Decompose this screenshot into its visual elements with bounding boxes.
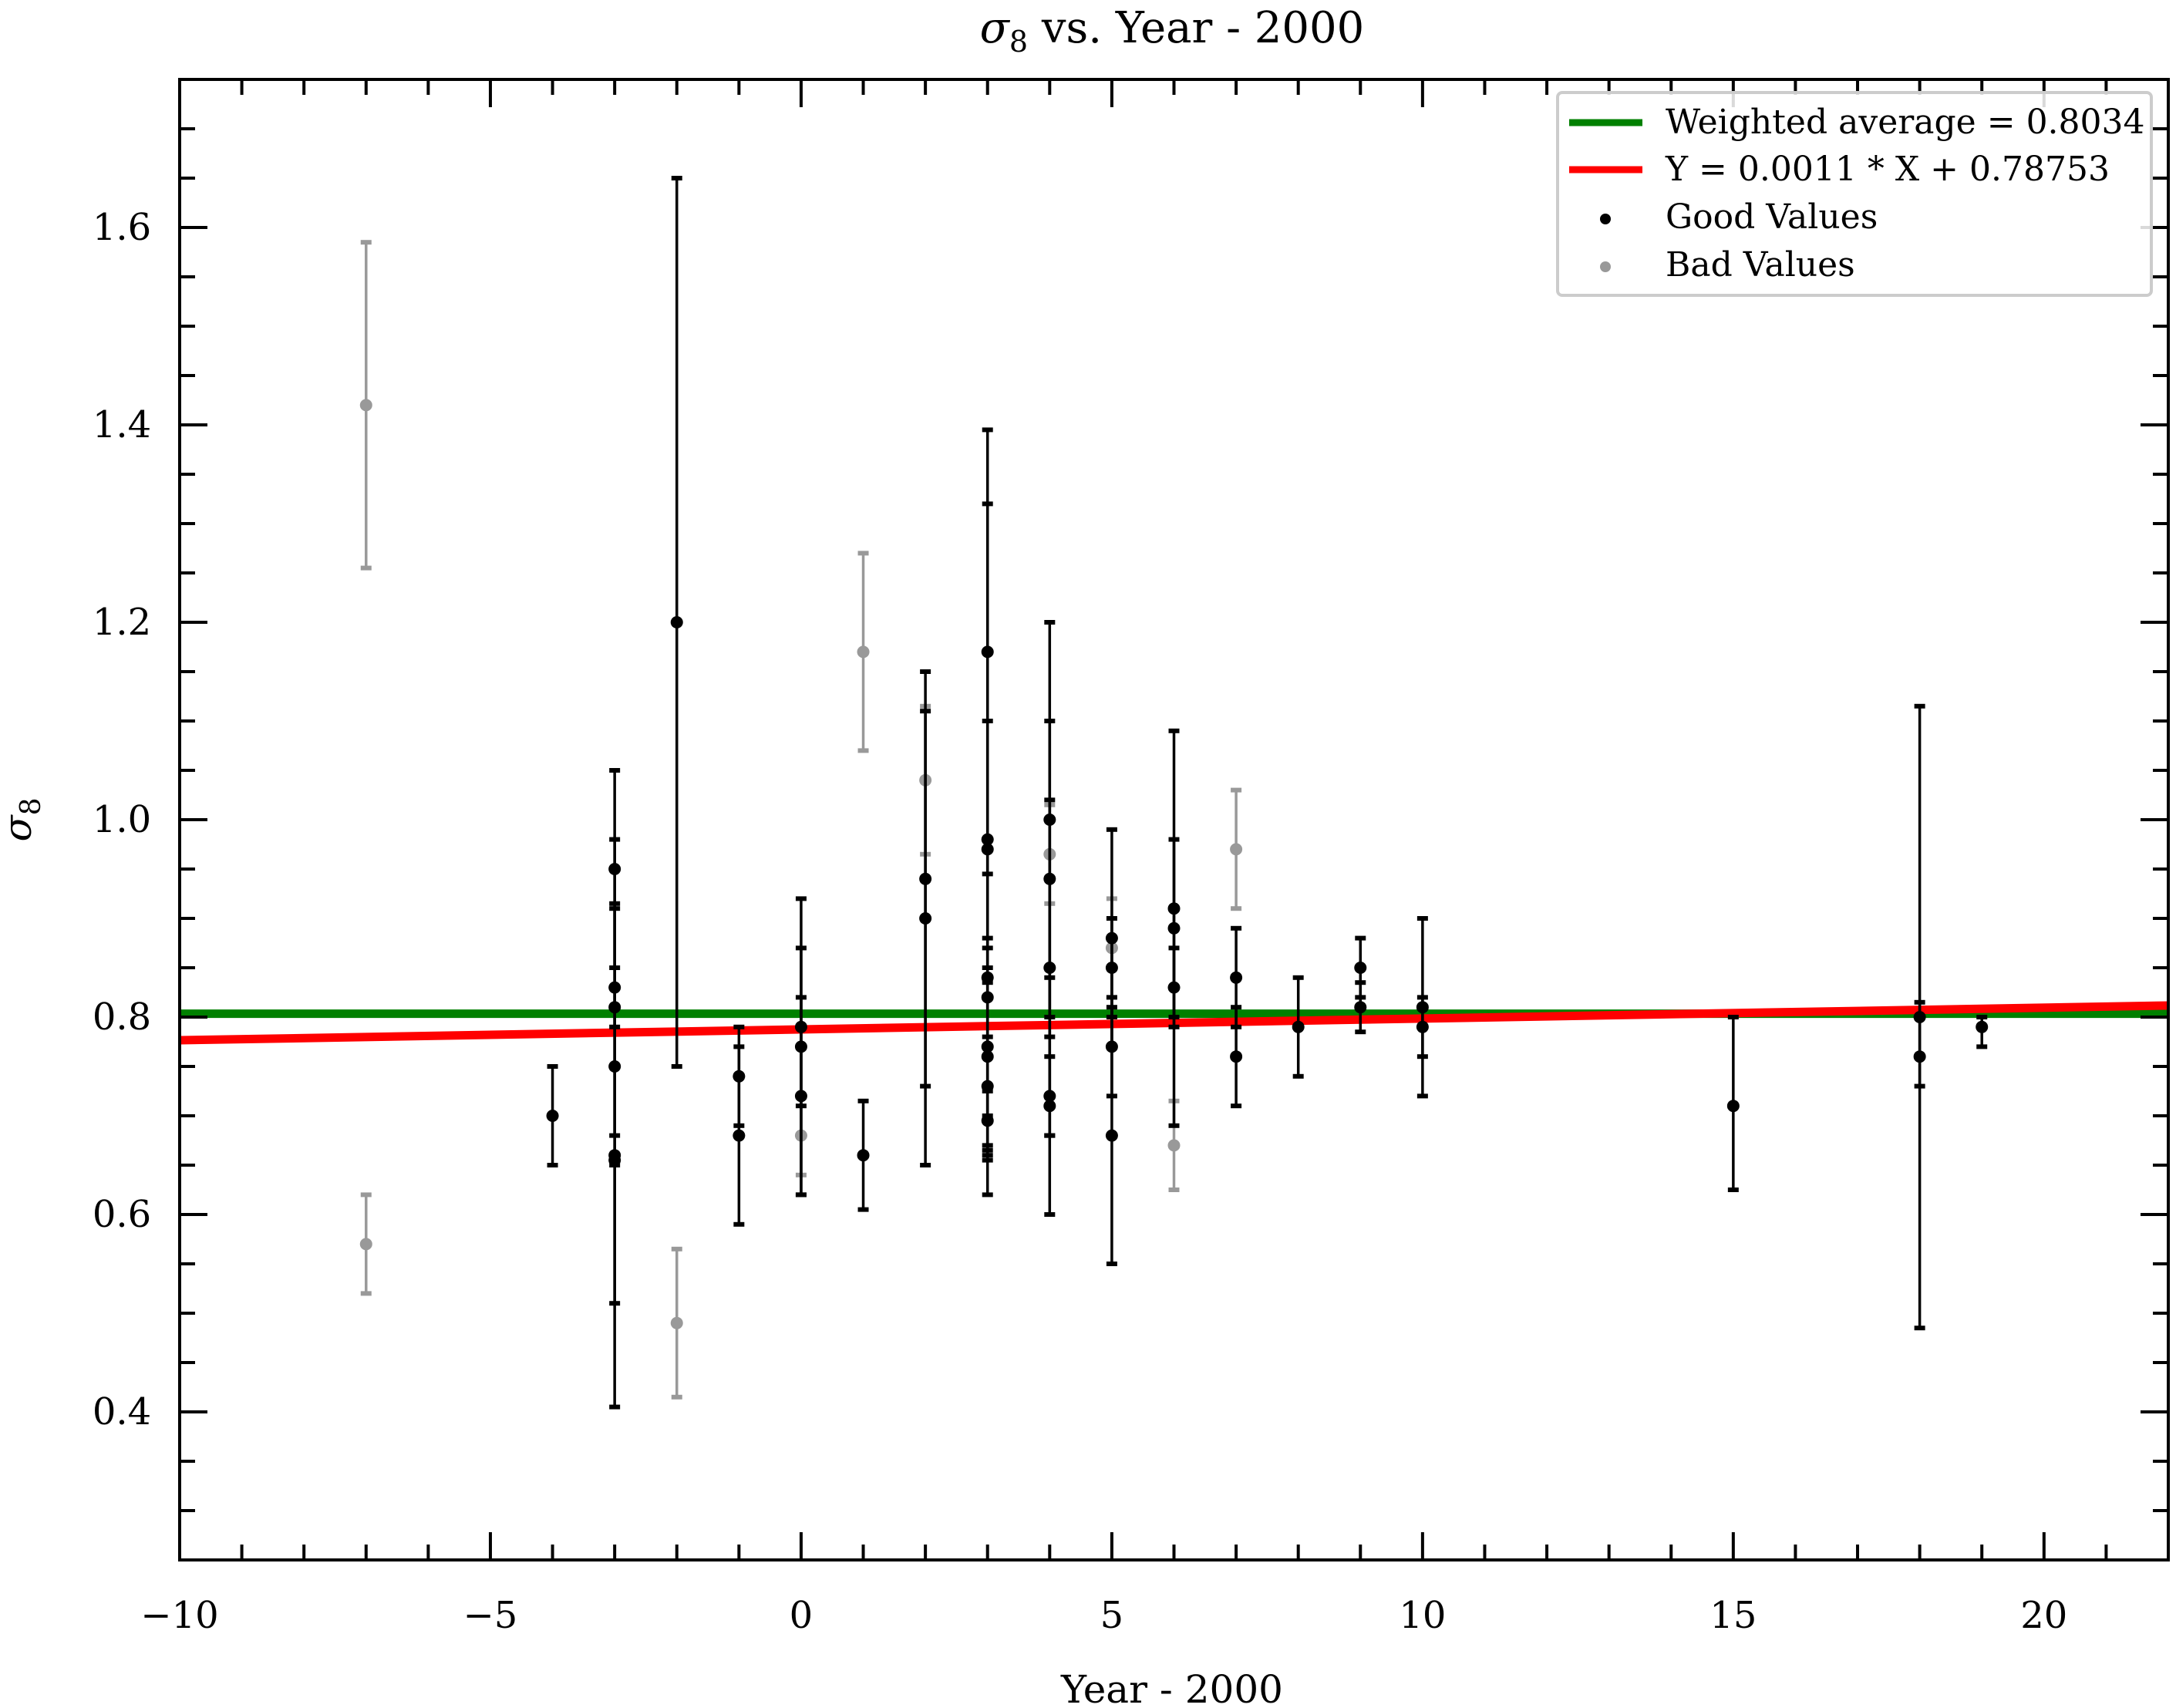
y-tick-label: 1.6 (93, 206, 151, 249)
x-tick-label: 10 (1399, 1594, 1446, 1637)
good-value-point (1416, 1020, 1429, 1033)
good-value-point (1230, 1050, 1243, 1063)
title-sigma-sub: 8 (1009, 25, 1028, 59)
good-value-point (1976, 1020, 1989, 1033)
bad-value-point (1167, 1139, 1181, 1152)
tick-labels: −10 −5 0 5 10 15 20 0.4 0.6 0.8 1.0 1.2 1.4 1.6 (93, 206, 2068, 1637)
x-tick-label: −5 (463, 1594, 518, 1637)
good-value-point (1726, 1100, 1740, 1113)
title-suffix: vs. Year - 2000 (1028, 3, 1364, 53)
x-tick-label: 0 (790, 1594, 813, 1637)
good-value-point (1043, 962, 1056, 974)
svg-text:σ8: σ8 (0, 797, 47, 841)
x-axis-label: Year - 2000 (1060, 1667, 1283, 1708)
bad-value-point (670, 1316, 683, 1329)
y-axis-label: σ8 (0, 797, 47, 841)
good-value-point (1105, 962, 1118, 974)
title-sigma: σ (980, 3, 1011, 53)
x-tick-label: 5 (1100, 1594, 1124, 1637)
good-value-point (1105, 1129, 1118, 1142)
legend-marker-good-values (1600, 214, 1611, 224)
y-tick-label: 1.2 (93, 601, 151, 644)
good-value-point (794, 1090, 807, 1103)
good-value-point (1292, 1020, 1305, 1033)
legend-label-weighted-average: Weighted average = 0.8034 (1666, 103, 2145, 142)
y-tick-label: 0.6 (93, 1193, 151, 1236)
y-tick-label: 0.4 (93, 1390, 151, 1433)
plot-frame (178, 78, 2170, 1561)
bad-value-point (857, 645, 870, 659)
good-value-point (1167, 921, 1181, 935)
y-label-sub: 8 (15, 797, 47, 815)
legend: Weighted average = 0.8034 Y = 0.0011 * X… (1556, 91, 2153, 297)
x-tick-label: −10 (140, 1594, 218, 1637)
good-value-point (1354, 962, 1367, 974)
good-value-point (981, 1114, 994, 1127)
data-points (359, 176, 1989, 1410)
bad-value-point (1230, 843, 1243, 856)
good-value-point (546, 1110, 559, 1122)
good-value-point (1354, 1001, 1367, 1014)
bad-value-point (359, 1238, 372, 1251)
y-tick-label: 1.0 (93, 798, 151, 841)
chart-title: σ8 vs. Year - 2000 (980, 3, 1365, 59)
y-tick-label: 0.8 (93, 995, 151, 1039)
y-label-sigma: σ (0, 814, 40, 842)
x-tick-label: 20 (2020, 1594, 2067, 1637)
good-value-point (1230, 971, 1243, 984)
legend-label-bad-values: Bad Values (1666, 245, 1855, 285)
good-value-series (546, 176, 1989, 1410)
good-value-point (1043, 1100, 1056, 1113)
good-value-point (670, 616, 683, 628)
x-tick-label: 15 (1709, 1594, 1757, 1637)
y-tick-label: 1.4 (93, 403, 151, 446)
good-value-point (733, 1129, 746, 1142)
good-value-point (1167, 981, 1181, 994)
bad-value-point (359, 399, 372, 412)
legend-label-good-values: Good Values (1666, 197, 1878, 237)
legend-label-linear-fit: Y = 0.0011 * X + 0.78753 (1665, 150, 2110, 189)
legend-box (1556, 91, 2153, 297)
legend-marker-bad-values (1600, 261, 1611, 272)
good-value-point (608, 1154, 621, 1167)
good-value-point (919, 912, 932, 925)
good-value-point (1913, 1050, 1926, 1063)
good-value-point (857, 1149, 870, 1162)
